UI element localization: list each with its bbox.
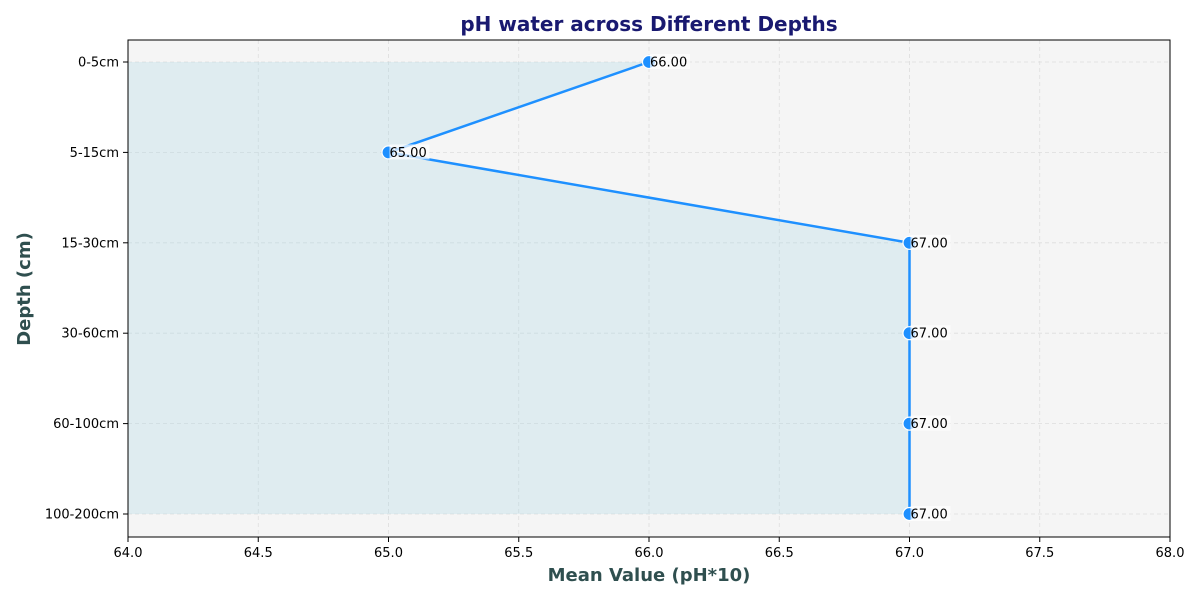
fill-region xyxy=(128,62,910,514)
x-axis-ticks: 64.0 64.5 65.0 65.5 66.0 66.5 67.0 67.5 68.0 xyxy=(114,537,1185,561)
y-tick-label: 5-15cm xyxy=(70,146,119,161)
x-tick-label: 67.0 xyxy=(895,546,924,561)
x-axis-label: Mean Value (pH*10) xyxy=(548,565,751,586)
data-label: 66.00 xyxy=(650,56,687,71)
series-line xyxy=(383,60,911,514)
x-tick-label: 65.0 xyxy=(374,546,403,561)
x-tick-label: 64.0 xyxy=(114,546,143,561)
grid xyxy=(127,40,1171,537)
data-label: 67.00 xyxy=(911,236,948,251)
data-label-background xyxy=(910,234,951,250)
y-tick-label: 60-100cm xyxy=(53,417,119,432)
y-tick-label: 0-5cm xyxy=(78,56,119,71)
data-labels: 66.00 65.00 67.00 67.00 67.00 67.00 xyxy=(389,54,951,523)
data-label-background xyxy=(389,144,430,160)
y-tick-label: 30-60cm xyxy=(61,327,119,342)
x-tick-label: 67.5 xyxy=(1025,546,1054,561)
data-label: 67.00 xyxy=(911,508,948,523)
y-tick-label: 15-30cm xyxy=(61,236,119,251)
x-tick-label: 68.0 xyxy=(1156,546,1185,561)
data-label-background xyxy=(910,415,951,431)
y-axis-ticks: 0-5cm 5-15cm 15-30cm 30-60cm 60-100cm 100-200… xyxy=(45,56,128,523)
x-tick-label: 66.5 xyxy=(765,546,794,561)
chart-title: pH water across Different Depths xyxy=(460,12,837,36)
data-label: 67.00 xyxy=(911,417,948,432)
series-line-path xyxy=(383,60,911,514)
data-label-background xyxy=(650,54,690,69)
fill-area xyxy=(128,62,910,514)
x-tick-label: 64.5 xyxy=(244,546,273,561)
x-tick-label: 66.0 xyxy=(635,546,664,561)
x-tick-label: 65.5 xyxy=(504,546,533,561)
data-label-background xyxy=(910,325,951,341)
y-tick-label: 100-200cm xyxy=(45,508,119,523)
y-axis-label: Depth (cm) xyxy=(14,232,35,346)
data-label-background xyxy=(910,506,951,521)
data-label: 65.00 xyxy=(390,146,427,161)
data-label: 67.00 xyxy=(911,327,948,342)
